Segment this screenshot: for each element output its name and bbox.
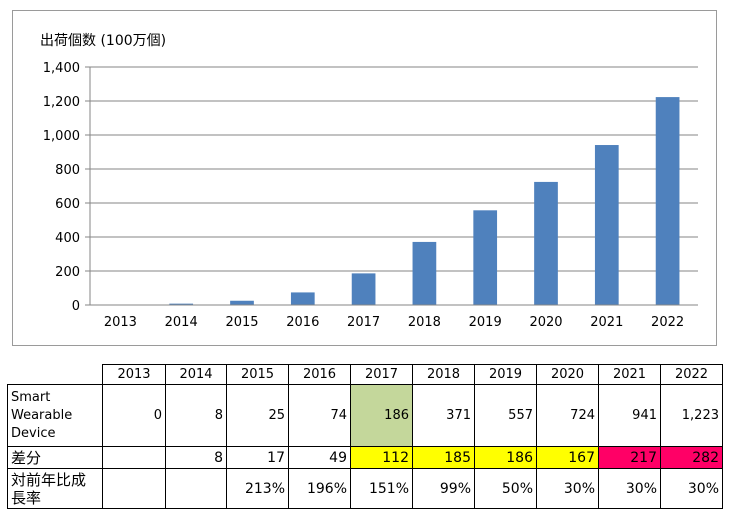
y-tick-label: 800: [55, 163, 80, 178]
table-cell: 99%: [412, 468, 475, 509]
table-cell: 151%: [350, 468, 413, 509]
bar-2019: [473, 210, 498, 305]
table-cell: 30%: [536, 468, 599, 509]
bar-2020: [534, 181, 558, 305]
axes: 0 200 400 600 800 1,000 1,200 1,400 2013 2014 2015…: [43, 61, 698, 330]
year-header-2016: 2016: [288, 364, 351, 385]
table-cell: 74: [288, 384, 351, 447]
chart-area: 出荷個数 (100万個) 0 200 400 600 800 1,000 1,200 1,40…: [12, 10, 717, 346]
data-table: 2013 2014 2015 2016 2017 2018 2019 2020 2021 2022…: [7, 364, 723, 509]
table-corner: [7, 364, 103, 385]
table-cell: 186: [350, 384, 413, 447]
x-tick-label: 2019: [469, 315, 502, 330]
y-tick-label: 1,200: [43, 95, 80, 110]
bar-2015: [230, 300, 254, 305]
table-cell: [102, 446, 166, 469]
table-cell: 185: [412, 446, 475, 469]
table-cell: 167: [536, 446, 599, 469]
table-cell: 50%: [474, 468, 537, 509]
table-cell: 30%: [598, 468, 661, 509]
bar-2017: [351, 273, 376, 305]
table-cell: 0: [102, 384, 166, 447]
bar-2018: [412, 241, 437, 305]
bar-2014: [169, 303, 194, 305]
bar-chart: 出荷個数 (100万個) 0 200 400 600 800 1,000 1,200 1,40…: [40, 33, 698, 330]
bar-2022: [655, 97, 680, 305]
x-tick-label: 2020: [529, 315, 562, 330]
table-cell: 371: [412, 384, 475, 447]
bar-2016: [290, 292, 315, 305]
year-header-2013: 2013: [102, 364, 166, 385]
table-cell: 196%: [288, 468, 351, 509]
year-header-2022: 2022: [660, 364, 723, 385]
x-tick-label: 2014: [165, 315, 198, 330]
table-cell: 724: [536, 384, 599, 447]
y-tick-label: 200: [55, 265, 80, 280]
year-header-2019: 2019: [474, 364, 537, 385]
year-header-2020: 2020: [536, 364, 599, 385]
table-cell: [165, 468, 227, 509]
table-cell: 30%: [660, 468, 723, 509]
table-cell: 186: [474, 446, 537, 469]
table-cell: 49: [288, 446, 351, 469]
table-row: 差分 8 17 49 112 185 186 167 217 282: [7, 446, 723, 469]
table-cell: 17: [226, 446, 289, 469]
table-cell: 25: [226, 384, 289, 447]
x-tick-label: 2016: [286, 315, 319, 330]
row-label: 差分: [7, 446, 103, 469]
y-tick-label: 400: [55, 231, 80, 246]
year-header-2015: 2015: [226, 364, 289, 385]
year-header-2018: 2018: [412, 364, 475, 385]
year-header-2014: 2014: [165, 364, 227, 385]
x-tick-label: 2015: [225, 315, 258, 330]
table-cell: 1,223: [660, 384, 723, 447]
table-cell: 282: [660, 446, 723, 469]
table-cell: 557: [474, 384, 537, 447]
x-tick-label: 2013: [104, 315, 137, 330]
table-cell: 941: [598, 384, 661, 447]
y-tick-label: 0: [72, 299, 80, 314]
x-tick-label: 2017: [347, 315, 380, 330]
y-tick-label: 1,000: [43, 129, 80, 144]
table-cell: 8: [165, 384, 227, 447]
x-tick-label: 2018: [408, 315, 441, 330]
table-cell: 217: [598, 446, 661, 469]
bars: [169, 97, 680, 305]
table-row: 対前年比成長率 213% 196% 151% 99% 50% 30% 30% 30%: [7, 468, 723, 509]
bar-2021: [594, 145, 619, 305]
table-cell: 112: [350, 446, 413, 469]
table-cell: [102, 468, 166, 509]
gridlines: [90, 66, 698, 272]
table-row: Smart Wearable Device 0 8 25 74 186 371 557 724 9…: [7, 384, 723, 447]
x-tick-label: 2021: [590, 315, 623, 330]
year-header-2017: 2017: [350, 364, 413, 385]
y-tick-label: 600: [55, 197, 80, 212]
y-tick-label: 1,400: [43, 61, 80, 76]
table-cell: 8: [165, 446, 227, 469]
table-header-row: 2013 2014 2015 2016 2017 2018 2019 2020 2021 2022: [7, 364, 723, 385]
x-tick-label: 2022: [651, 315, 684, 330]
row-label: 対前年比成長率: [7, 468, 103, 509]
y-axis-title: 出荷個数 (100万個): [40, 33, 166, 49]
table-cell: 213%: [226, 468, 289, 509]
row-label: Smart Wearable Device: [7, 384, 103, 447]
year-header-2021: 2021: [598, 364, 661, 385]
